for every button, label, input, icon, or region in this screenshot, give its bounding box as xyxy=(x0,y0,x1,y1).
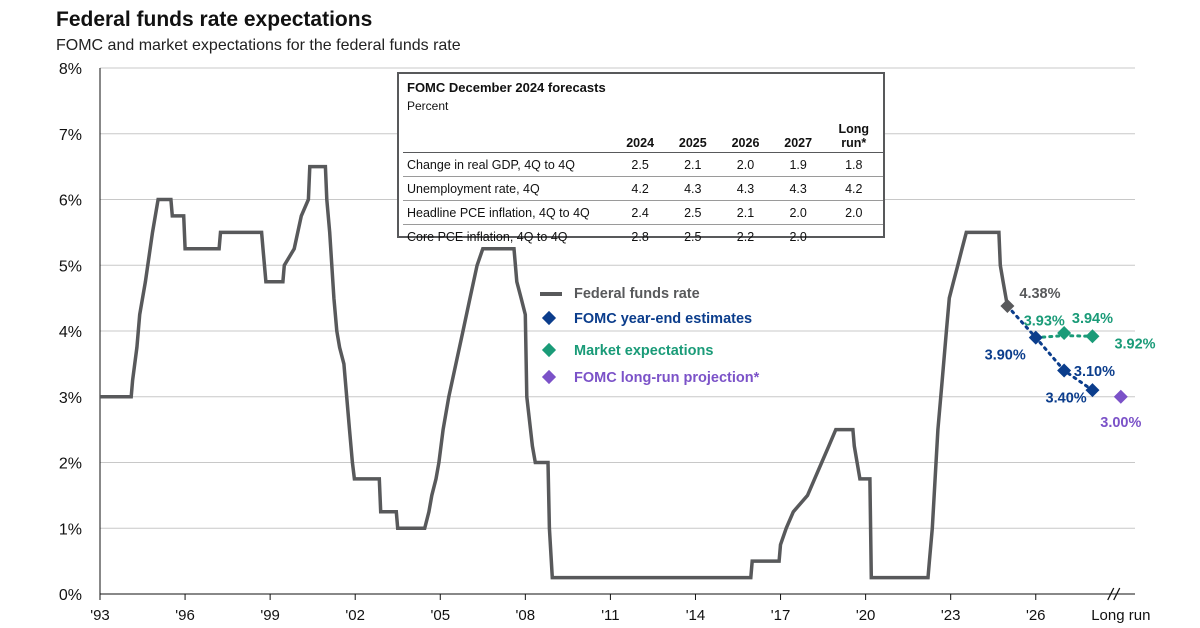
data-label: 3.00% xyxy=(1100,415,1141,431)
table-cell: 4.3 xyxy=(666,176,720,201)
legend-label: FOMC long-run projection* xyxy=(574,370,760,386)
data-label: 3.10% xyxy=(1074,364,1115,380)
chart-title: Federal funds rate expectations xyxy=(56,8,373,31)
data-label: 4.38% xyxy=(1019,286,1060,302)
x-tick-label: '26 xyxy=(1026,607,1046,624)
table-cell: 2.0 xyxy=(789,229,807,244)
long-run-projection-point xyxy=(1113,389,1128,404)
y-tick-label: 5% xyxy=(59,258,82,275)
legend-item-market-expectations: Market expectations xyxy=(540,341,713,361)
table-row: Headline PCE inflation, 4Q to 4Q 2.4 2.5… xyxy=(403,200,883,225)
table-cell: 2.4 xyxy=(613,200,667,225)
table-header-2024: 2024 xyxy=(613,116,667,153)
legend-diamond-icon xyxy=(540,368,574,388)
table-row-label: Core PCE inflation, 4Q to 4Q xyxy=(407,229,568,244)
y-tick-label: 4% xyxy=(59,324,82,341)
x-tick-label: '11 xyxy=(601,607,619,624)
table-header-blank xyxy=(403,116,614,153)
table-cell: 1.8 xyxy=(824,152,883,177)
y-tick-label: 6% xyxy=(59,193,82,210)
x-tick-label: '23 xyxy=(941,607,961,624)
label-layer: 4.38% 3.90% 3.40% 3.10% 3.93% 3.94%3.92% 3.00% xyxy=(985,286,1156,431)
data-label: 3.40% xyxy=(1046,390,1087,406)
table-cell: 4.3 xyxy=(771,176,825,201)
table-cell: 1.9 xyxy=(771,152,825,177)
table-header-2027: 2027 xyxy=(771,116,825,153)
table-cell: 4.3 xyxy=(719,176,772,201)
y-tick-label: 7% xyxy=(59,127,82,144)
table-row: Unemployment rate, 4Q 4.2 4.3 4.3 4.3 4.… xyxy=(403,176,883,201)
table-cell: 2.1 xyxy=(719,200,772,225)
fomc-forecast-table-box: FOMC December 2024 forecasts Percent 202… xyxy=(397,72,885,244)
fomc-table-title: FOMC December 2024 forecasts xyxy=(407,80,606,95)
y-tick-label: 2% xyxy=(59,456,82,473)
fomc-estimate-point xyxy=(1057,363,1072,378)
table-cell: 2.8 xyxy=(631,229,649,244)
axis-break-mark xyxy=(1113,587,1121,601)
data-label: 3.93% xyxy=(1024,314,1065,330)
federal-funds-rate-line xyxy=(100,164,1010,580)
table-row-label: Headline PCE inflation, 4Q to 4Q xyxy=(403,200,614,225)
point-layer xyxy=(1000,299,1128,404)
table-cell: 2.5 xyxy=(613,152,667,177)
table-header-row: 2024 2025 2026 2027 Long run* xyxy=(403,116,883,153)
x-tick-label: '93 xyxy=(90,607,110,624)
table-row-label: Unemployment rate, 4Q xyxy=(403,176,614,201)
table-cell: 2.0 xyxy=(824,200,883,225)
table-cell xyxy=(825,225,883,249)
y-tick-label: 8% xyxy=(59,61,82,78)
table-row-label: Change in real GDP, 4Q to 4Q xyxy=(403,152,614,177)
table-row: Change in real GDP, 4Q to 4Q 2.5 2.1 2.0… xyxy=(403,152,883,177)
x-tick-label: '17 xyxy=(771,607,791,624)
table-header-2026: 2026 xyxy=(719,116,772,153)
table-cell: 2.2 xyxy=(736,229,755,244)
data-label: 3.92% xyxy=(1114,336,1155,352)
table-header-long-run: Long run* xyxy=(824,116,883,153)
legend-diamond-icon xyxy=(540,309,574,329)
axis-break-mark xyxy=(1107,587,1115,601)
legend-diamond-icon xyxy=(540,341,574,361)
x-tick-label: '96 xyxy=(175,607,195,624)
fomc-estimates-dotted-line xyxy=(1005,304,1094,392)
market-expectation-point xyxy=(1057,325,1072,340)
x-tick-label: '14 xyxy=(686,607,706,624)
x-tick-label: '02 xyxy=(345,607,365,624)
table-cell: 2.0 xyxy=(719,152,772,177)
legend-label: Market expectations xyxy=(574,343,714,359)
market-expectation-point xyxy=(1085,329,1100,344)
table-cell: 2.5 xyxy=(666,200,720,225)
y-tick-label: 0% xyxy=(59,587,82,604)
table-header-2025: 2025 xyxy=(666,116,720,153)
x-tick-label-long-run: Long run xyxy=(1091,607,1150,624)
fomc-estimate-point xyxy=(1028,330,1043,345)
x-tick-label: '05 xyxy=(430,607,450,624)
table-cell: 4.2 xyxy=(613,176,667,201)
legend-item-fomc-year-end: FOMC year-end estimates xyxy=(540,309,752,329)
data-label: 3.90% xyxy=(985,348,1026,364)
table-cell: 2.5 xyxy=(684,229,702,244)
table-cell: 2.1 xyxy=(666,152,720,177)
x-tick-label: '20 xyxy=(856,607,876,624)
x-tick-label: '08 xyxy=(516,607,536,624)
current-rate-point xyxy=(1000,299,1015,314)
fomc-table-subtitle: Percent xyxy=(407,99,449,113)
legend-item-long-run-projection: FOMC long-run projection* xyxy=(540,368,759,388)
axis-layer: 0% 1% 2% 3% 4% 5% 6% 7% 8% '93 '96 '99 '02 '05 '08 '11 '… xyxy=(59,61,1151,624)
legend-label: Federal funds rate xyxy=(574,286,700,302)
fomc-forecast-table: 2024 2025 2026 2027 Long run* Change in r… xyxy=(403,116,883,248)
y-tick-label: 3% xyxy=(59,390,82,407)
legend-label: FOMC year-end estimates xyxy=(574,311,753,327)
legend-item-federal-funds-rate: Federal funds rate xyxy=(540,284,700,304)
table-cell: 4.2 xyxy=(824,176,883,201)
chart-subtitle: FOMC and market expectations for the fed… xyxy=(56,37,461,54)
table-row: Core PCE inflation, 4Q to 4Q 2.8 2.5 2.2… xyxy=(403,225,883,249)
y-tick-label: 1% xyxy=(59,521,82,538)
legend-line-swatch xyxy=(540,284,574,304)
data-label: 3.94% xyxy=(1072,311,1113,327)
fomc-estimate-point xyxy=(1085,383,1100,398)
table-cell: 2.0 xyxy=(771,200,825,225)
x-tick-label: '99 xyxy=(260,607,280,624)
